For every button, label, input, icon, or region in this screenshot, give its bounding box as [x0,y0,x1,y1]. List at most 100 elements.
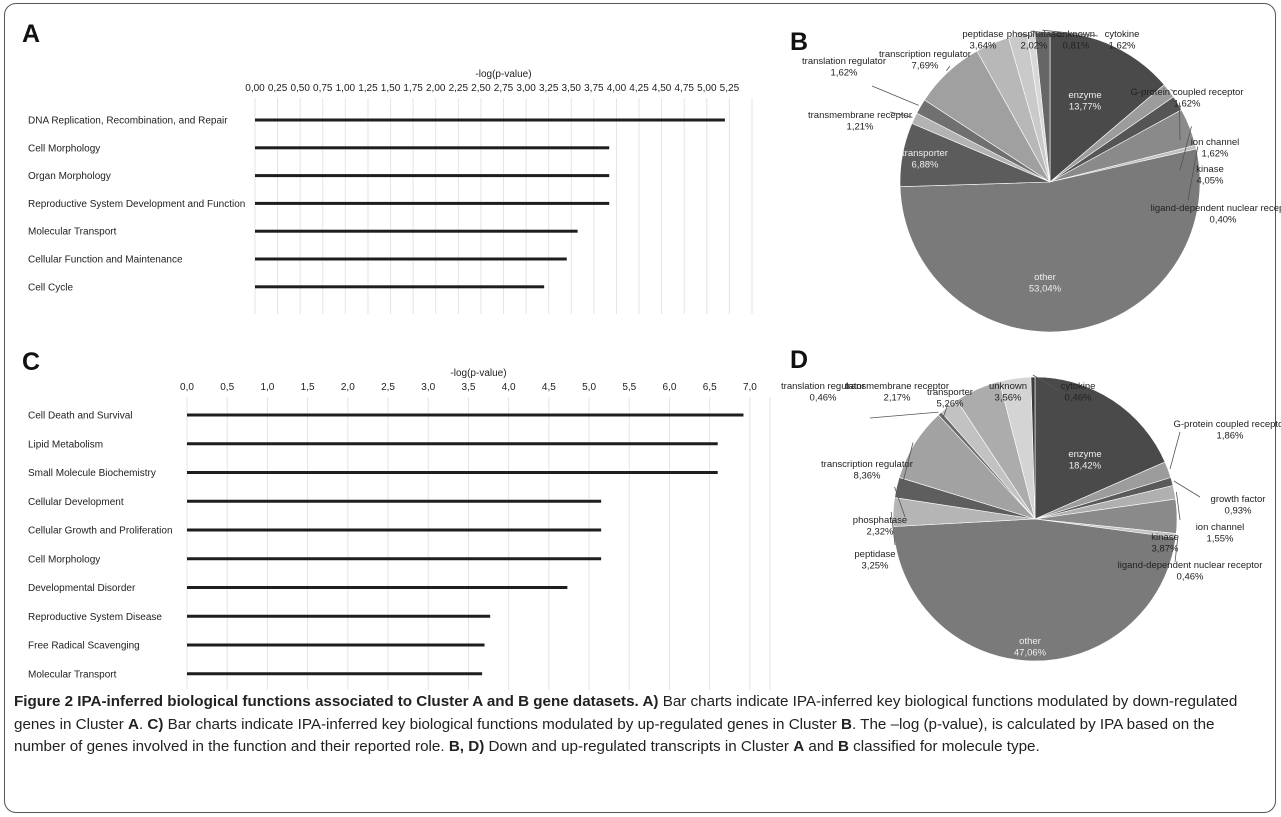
caption-segment: Bar charts indicate IPA-inferred key bio… [163,715,842,733]
caption-segment: Down and up-regulated transcripts in Clu… [484,738,794,755]
leader-line [1179,126,1192,171]
x-tick-label: 0,5 [220,382,234,393]
leader-line [1170,89,1176,93]
leader-line [902,442,914,483]
x-tick-label: 4,0 [502,382,516,393]
leader-line [1169,431,1181,470]
category-label: Cellular Growth and Proliferation [28,526,173,537]
slice-label-transcription-regulator: transcription regulator [879,49,971,60]
leader-line [1173,480,1201,498]
slice-label-g-protein-coupled-receptor: G-protein coupled receptor [1130,87,1243,98]
slice-label-unknown: unknown [1057,29,1095,40]
bar [187,528,602,532]
bar [255,229,578,233]
slice-label-g-protein-coupled-receptor: 1,62% [1174,99,1201,110]
slice-label-g-protein-coupled-receptor: G-protein coupled receptor [1173,419,1281,430]
slice-label-ligand-dependent-nuclear-receptor: ligand-dependent nuclear receptor [1151,203,1281,214]
slice-label-ion-channel: 1,55% [1207,534,1234,545]
leader-line [889,111,913,118]
slice-label-unknown: 0,81% [1063,41,1090,52]
leader-line [1176,491,1181,521]
x-tick-label: 5,00 [697,83,717,94]
category-label: Cellular Function and Maintenance [28,255,183,266]
slice-label-enzyme: enzyme [1068,90,1101,101]
bar [187,586,568,589]
leader-line [1030,30,1069,36]
x-tick-label: 1,25 [358,83,378,94]
slice-label-enzyme: enzyme [1068,449,1101,460]
slice-label-peptidase: peptidase [962,29,1003,40]
slice-label-kinase: 4,05% [1197,176,1224,187]
x-tick-label: 2,0 [341,382,355,393]
caption-segment: classified for molecule type. [848,738,1040,755]
category-label: Small Molecule Biochemistry [28,468,156,479]
x-tick-label: 4,75 [674,83,694,94]
slice-label-peptidase: peptidase [854,549,895,560]
x-tick-label: 1,0 [260,382,274,393]
caption-segment: A [127,715,139,733]
bar [187,471,718,474]
slice-label-other: other [1034,272,1056,283]
leader-line [890,511,896,546]
category-label: Cell Morphology [28,143,100,154]
slice-label-other: other [1019,636,1041,647]
slice-label-phosphatase: 2,02% [1021,41,1048,52]
x-tick-label: 5,5 [622,382,636,393]
category-label: Organ Morphology [28,171,111,182]
slice-label-growth-factor: 0,93% [1225,506,1252,517]
category-label: Free Radical Scavenging [28,641,140,652]
x-tick-label: 3,25 [539,83,559,94]
x-tick-label: 4,5 [542,382,556,393]
caption-segment: . [138,715,148,733]
pie-slice [1034,376,1166,520]
slice-label-unknown: unknown [989,381,1027,392]
caption-segment: Figure 2 IPA-inferred biological functio… [14,693,643,710]
x-tick-label: 6,0 [663,382,677,393]
slice-label-enzyme: 13,77% [1069,102,1102,113]
bar [187,499,602,503]
pie-slice [1030,376,1036,520]
slice-label-transmembrane-receptor: 2,17% [884,393,911,404]
category-label: Reproductive System Development and Func… [28,199,245,210]
x-tick-label: 0,75 [313,83,333,94]
leader-line [1174,535,1179,563]
slice-label-enzyme: 18,42% [1069,461,1102,472]
leader-line [1032,374,1059,391]
caption-segment: and [804,738,838,755]
pie-slice [892,518,1177,662]
category-label: DNA Replication, Recombination, and Repa… [28,116,228,127]
slice-label-cytokine: cytokine [1061,381,1096,392]
slice-label-phosphatase: phosphatase [853,515,907,526]
slice-label-cytokine: 1,62% [1109,41,1136,52]
slice-label-transporter: 5,26% [937,399,964,410]
bar [187,614,491,618]
caption-segment: C) [147,715,164,733]
x-axis-title: -log(p-value) [450,368,506,379]
slice-label-translation-regulator: 0,46% [810,393,837,404]
x-tick-label: 5,25 [720,83,740,94]
x-tick-label: 6,5 [703,382,717,393]
slice-label-transcription-regulator: transcription regulator [821,459,913,470]
caption-segment: Bar charts indicate IPA-inferred key bio… [14,693,1238,733]
slice-label-ligand-dependent-nuclear-receptor: ligand-dependent nuclear receptor [1118,560,1263,571]
slice-label-transmembrane-receptor: transmembrane receptor [808,110,912,121]
x-tick-label: 3,0 [421,382,435,393]
panel-label-b: B [790,28,808,56]
leader-line [946,65,951,72]
leader-line [1187,146,1199,201]
slice-label-other: 53,04% [1029,284,1062,295]
x-tick-label: 2,00 [426,83,446,94]
x-tick-label: 1,5 [301,382,315,393]
x-tick-label: 5,0 [582,382,596,393]
slice-label-transporter: transporter [927,387,973,398]
slice-label-transmembrane-receptor: 1,21% [847,122,874,133]
pie-slice [899,148,1201,333]
x-tick-label: 2,75 [494,83,514,94]
slice-label-ligand-dependent-nuclear-receptor: 0,40% [1210,215,1237,226]
slice-label-ligand-dependent-nuclear-receptor: 0,46% [1177,572,1204,583]
bar-chart-c: -log(p-value) 0,0 0,5 1,0 1,5 2,0 2,5 3,0 3,5 4,0… [28,368,771,690]
slice-label-unknown: 3,56% [995,393,1022,404]
x-tick-label: 1,75 [403,83,423,94]
caption-segment: A) [642,693,659,710]
